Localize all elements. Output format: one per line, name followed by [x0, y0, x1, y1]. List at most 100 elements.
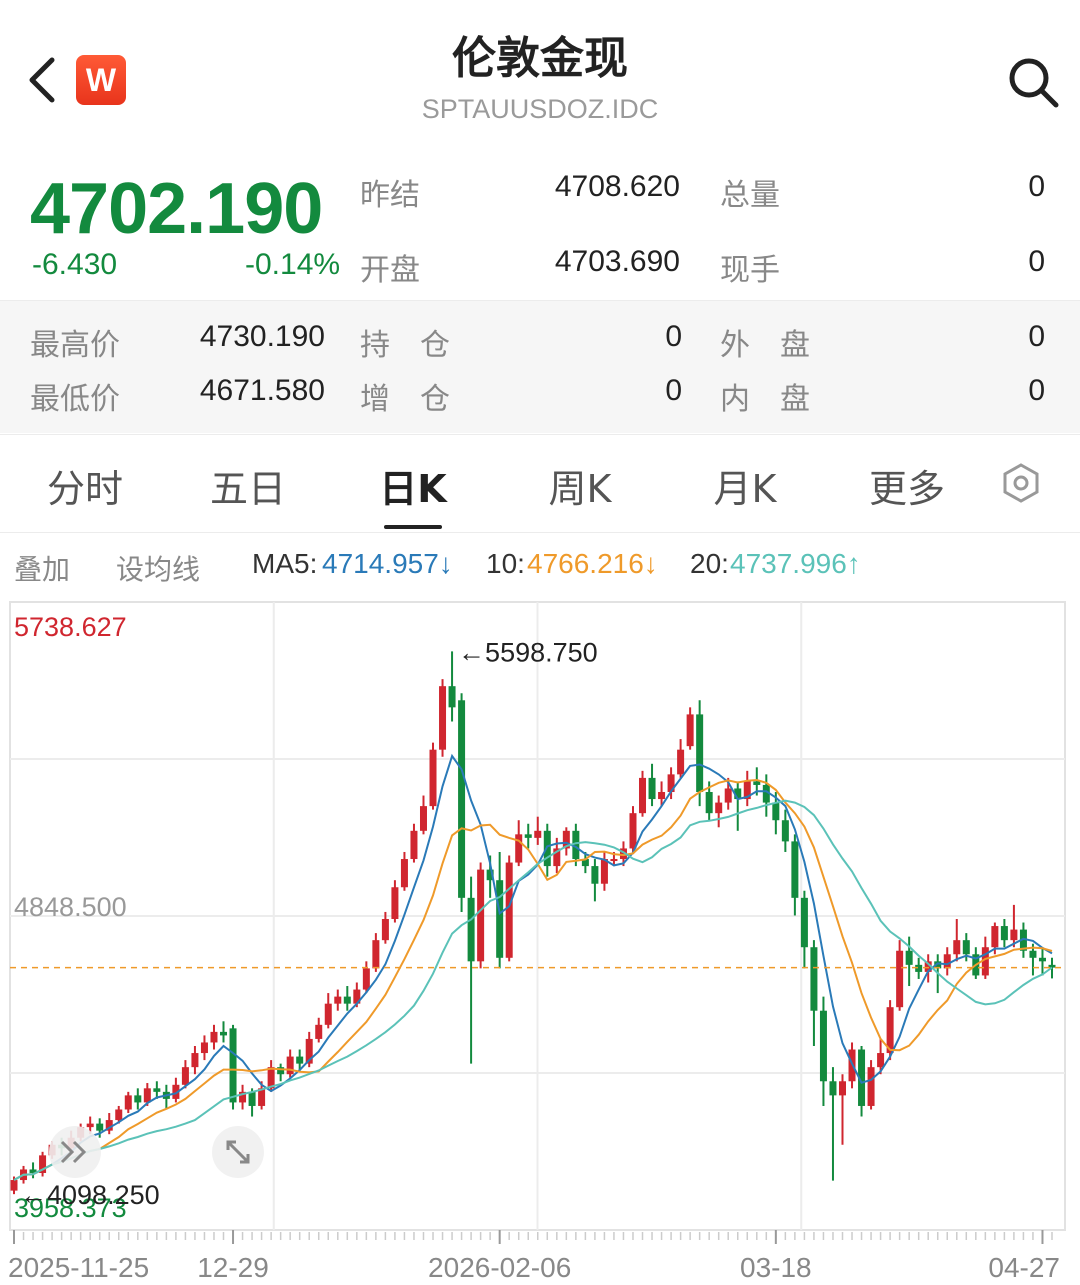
high-value: 4730.190 [199, 320, 325, 353]
candle-body [534, 830, 542, 838]
candle-body [439, 686, 447, 750]
expand-icon[interactable] [212, 1126, 264, 1178]
high-annotation: ←5598.750 [458, 637, 598, 667]
candle [762, 774, 770, 817]
candlestick-chart[interactable]: 5738.627 4848.500 3958.373 ←5598.750 ←40… [0, 590, 1080, 1285]
candle [343, 986, 351, 1011]
candle [829, 1067, 837, 1181]
candle-body [734, 788, 742, 800]
candle [658, 781, 666, 807]
candle [210, 1024, 218, 1050]
candle [686, 707, 694, 750]
candle-body [981, 947, 989, 976]
ma10-value: 4766.216↓ [527, 548, 658, 579]
candle-body [858, 1049, 866, 1106]
candle-body [334, 996, 342, 1004]
page-title: 伦敦金现 [452, 33, 628, 84]
candle-body [315, 1024, 323, 1039]
candle [391, 880, 399, 923]
tab-intraday[interactable]: 分时 [46, 467, 123, 511]
candle [696, 700, 704, 807]
last-price: 4702.190 [30, 169, 323, 249]
candle-body [200, 1042, 208, 1054]
candle [419, 795, 427, 835]
open-value: 4703.690 [554, 245, 680, 278]
scroll-back-button[interactable] [49, 1126, 101, 1178]
x-axis-label: 04-27 [988, 1252, 1060, 1283]
candle-body [191, 1053, 199, 1068]
candle-body [448, 686, 456, 708]
set-ma-button[interactable]: 设均线 [116, 554, 201, 585]
low-value: 4671.580 [199, 374, 325, 407]
candle-body [96, 1123, 104, 1131]
candle [600, 851, 608, 891]
open-label: 开盘 [360, 253, 420, 288]
candle-body [581, 859, 589, 867]
ma5-line [13, 753, 1053, 1181]
candle-body [562, 830, 570, 849]
tab-monthly-k[interactable]: 月K [713, 467, 777, 511]
candle [439, 679, 447, 757]
candle-body [829, 1081, 837, 1096]
x-axis-label: 2025-11-25 [8, 1252, 149, 1283]
candle [381, 911, 389, 944]
candle [458, 693, 466, 912]
candle [315, 1017, 323, 1043]
candle [115, 1105, 123, 1124]
candle-body [896, 950, 904, 1008]
candle [324, 993, 332, 1029]
candle [819, 996, 827, 1106]
candle [505, 855, 513, 962]
tab-more[interactable]: 更多 [868, 467, 945, 511]
candle-body [915, 964, 923, 972]
candle [800, 890, 808, 969]
candle-body [153, 1088, 161, 1092]
price-change-percent: -0.14% [245, 248, 341, 281]
candle-body [934, 961, 942, 969]
candle-body [467, 897, 475, 962]
candle [1029, 943, 1037, 976]
candle [1019, 922, 1027, 958]
candle [1000, 918, 1008, 948]
hexagon-settings-icon[interactable] [1000, 462, 1042, 504]
candle-body [658, 792, 666, 800]
overlay-button[interactable]: 叠加 [14, 554, 71, 585]
ma20-label: 20: [690, 548, 729, 579]
candle-body [362, 968, 370, 990]
tab-five-day[interactable]: 五日 [209, 467, 286, 511]
back-chevron-icon[interactable] [22, 52, 62, 108]
tab-weekly-k[interactable]: 周K [548, 467, 612, 511]
candle-body [800, 897, 808, 948]
candle-body [553, 848, 561, 867]
volume-label: 总量 [720, 178, 780, 213]
candle-body [619, 848, 627, 860]
inner-volume-value: 0 [1028, 374, 1045, 407]
candle-body [258, 1088, 266, 1106]
candle [810, 940, 818, 1046]
y-top-label: 5738.627 [14, 612, 127, 642]
open-interest-value: 0 [665, 320, 682, 353]
candle [629, 806, 637, 852]
candle-body [877, 1053, 885, 1068]
candle-body [29, 1169, 37, 1173]
candle [896, 940, 904, 1011]
candle-body [924, 961, 932, 972]
candle-body [305, 1038, 313, 1064]
candle-body [343, 996, 351, 1004]
candle [372, 933, 380, 972]
candle-body [267, 1067, 275, 1089]
candle-body [1038, 957, 1046, 962]
candle-body [838, 1081, 846, 1096]
candle-body [419, 806, 427, 831]
x-axis-label: 2026-02-06 [428, 1252, 571, 1283]
candle [1010, 904, 1018, 948]
candle [477, 862, 485, 969]
oi-change-label: 增 仓 [360, 382, 450, 417]
candle-body [1029, 950, 1037, 958]
candle-body [391, 887, 399, 919]
tab-daily-k[interactable]: 日K [379, 467, 447, 511]
search-icon[interactable] [1006, 55, 1060, 109]
candle-body [1019, 929, 1027, 951]
candle [124, 1091, 132, 1114]
outer-volume-value: 0 [1028, 320, 1045, 353]
